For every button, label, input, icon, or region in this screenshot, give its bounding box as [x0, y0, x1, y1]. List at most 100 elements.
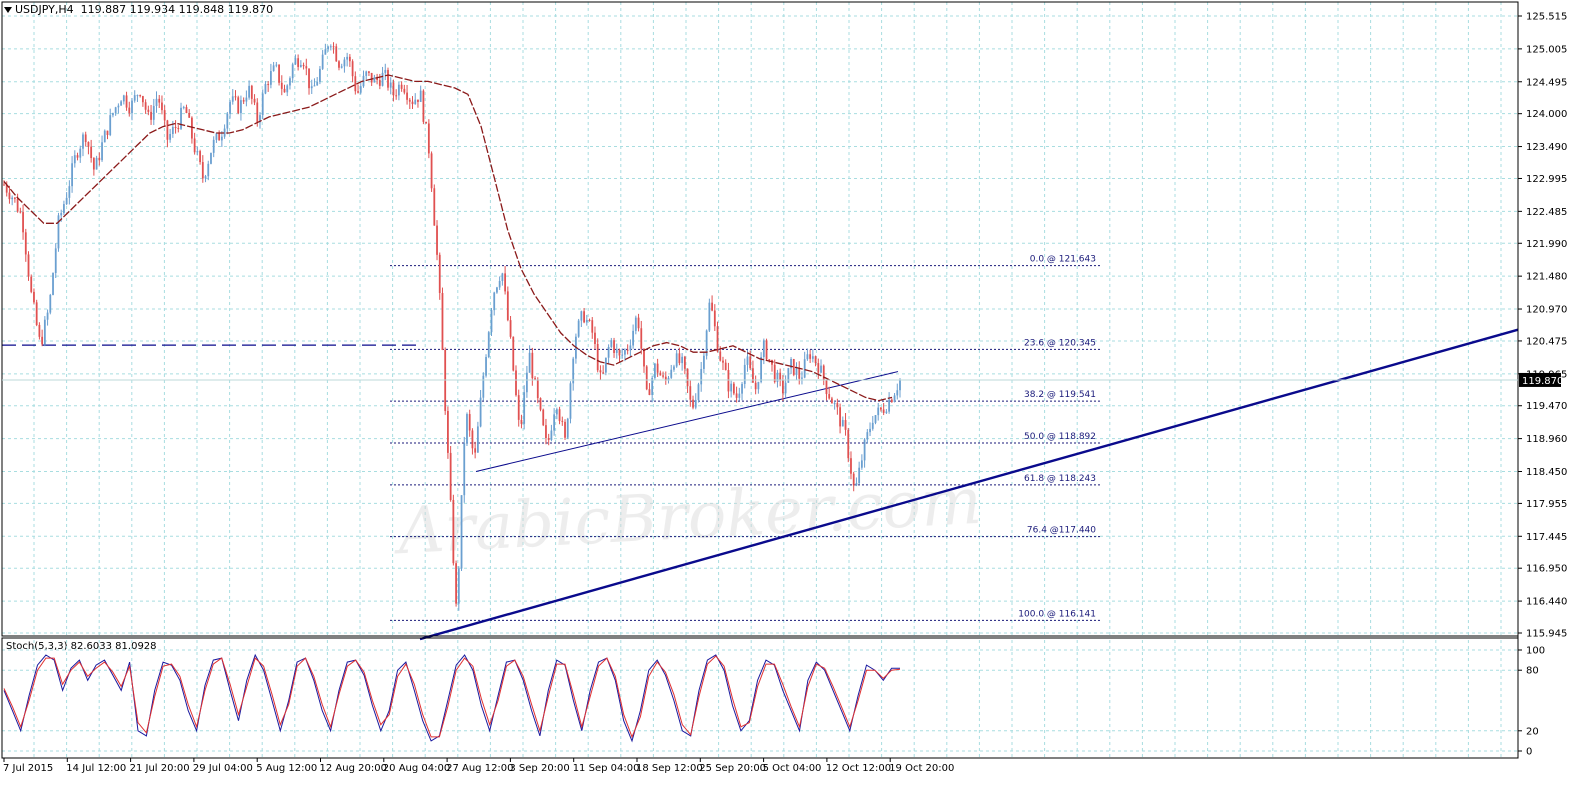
- collapse-triangle-icon[interactable]: [4, 7, 12, 13]
- candle-body: [109, 115, 112, 135]
- stoch-main-line: [3, 653, 900, 743]
- candle-body: [811, 356, 814, 359]
- candle-body: [890, 399, 893, 402]
- candle-body: [3, 184, 5, 186]
- candle-body: [553, 414, 556, 431]
- candle-body: [193, 138, 196, 153]
- fib-label: 23.6 @ 120.345: [1024, 338, 1096, 348]
- candle-body: [112, 113, 114, 116]
- candle-body: [389, 82, 392, 88]
- candle-body: [787, 368, 790, 383]
- candle-body: [583, 311, 585, 323]
- price-tick-label: 117.955: [1526, 499, 1567, 510]
- candle-body: [82, 134, 84, 149]
- candle-body: [754, 382, 757, 390]
- candle-body: [463, 443, 466, 496]
- candle-body: [531, 352, 534, 379]
- candle-body: [87, 142, 90, 147]
- symbol-timeframe: USDJPY,H4: [15, 3, 74, 16]
- candle-body: [732, 383, 735, 394]
- candle-body: [403, 88, 406, 93]
- candle-body: [133, 95, 136, 101]
- candle-body: [634, 317, 637, 331]
- candle-body: [640, 328, 643, 349]
- candle-body: [63, 204, 65, 214]
- candle-body: [196, 151, 199, 153]
- candle-body: [150, 111, 152, 120]
- candle-body: [13, 197, 16, 199]
- fib-label: 0.0 @ 121.643: [1030, 255, 1096, 265]
- candle-body: [515, 370, 517, 396]
- candle-body: [711, 302, 713, 311]
- candle-body: [765, 340, 768, 360]
- time-tick-label: 18 Sep 12:00: [636, 763, 703, 774]
- candle-body: [550, 430, 553, 440]
- candle-body: [117, 105, 120, 108]
- candle-body: [218, 133, 221, 141]
- candle-body: [447, 410, 449, 453]
- candle-body: [599, 370, 602, 373]
- candle-body: [90, 146, 93, 159]
- candle-body: [406, 92, 408, 100]
- candle-body: [433, 188, 436, 226]
- candle-body: [517, 395, 520, 420]
- candle-body: [506, 291, 509, 321]
- candle-body: [457, 568, 460, 604]
- price-tick-label: 121.990: [1526, 239, 1567, 250]
- grid: [2, 2, 1518, 758]
- candle-body: [866, 432, 869, 440]
- candle-body: [316, 81, 319, 86]
- candle-body: [585, 319, 588, 323]
- candle-body: [719, 351, 722, 361]
- thick-trendline: [419, 328, 1519, 641]
- candle-body: [199, 151, 201, 163]
- candle-body: [436, 225, 438, 255]
- candle-body: [700, 368, 703, 385]
- candle-body: [250, 85, 253, 99]
- candle-body: [343, 59, 346, 67]
- candle-body: [392, 82, 395, 96]
- price-tick-label: 122.995: [1526, 174, 1567, 185]
- price-tick-label: 117.445: [1526, 532, 1567, 543]
- time-tick-label: 11 Sep 04:00: [573, 763, 640, 774]
- candle-body: [245, 97, 248, 102]
- candle-body: [348, 56, 351, 62]
- candle-body: [414, 99, 417, 105]
- time-tick-label: 21 Jul 20:00: [130, 763, 190, 774]
- candle-body: [667, 377, 670, 381]
- stoch-tick-label: 0: [1526, 747, 1532, 758]
- candle-body: [33, 291, 35, 303]
- current-price-badge: 119.870: [2, 372, 1563, 387]
- candle-body: [686, 368, 689, 387]
- candle-body: [57, 215, 60, 249]
- candle-body: [722, 360, 724, 363]
- fib-label: 38.2 @ 119.541: [1024, 390, 1096, 400]
- candle-body: [294, 58, 297, 65]
- candle-body: [847, 429, 850, 459]
- candle-body: [351, 61, 354, 77]
- candle-body: [485, 357, 487, 376]
- candle-body: [841, 420, 844, 427]
- candle-body: [92, 158, 95, 170]
- candle-body: [683, 356, 686, 369]
- candle-body: [324, 49, 327, 55]
- candle-body: [839, 407, 841, 427]
- candle-body: [319, 68, 321, 82]
- price-tick-label: 121.480: [1526, 272, 1567, 283]
- trendlines[interactable]: [419, 328, 1519, 641]
- candle-body: [637, 317, 640, 329]
- stochastic-oscillator: [3, 653, 901, 743]
- time-tick-label: 7 Jul 2015: [3, 763, 53, 774]
- candle-body: [438, 254, 441, 294]
- candle-body: [359, 86, 362, 93]
- price-tick-label: 116.950: [1526, 564, 1567, 575]
- candle-body: [395, 95, 398, 97]
- stoch-tick-label: 20: [1526, 726, 1539, 737]
- candle-body: [177, 128, 180, 130]
- time-tick-label: 3 Sep 20:00: [509, 763, 569, 774]
- candle-body: [373, 77, 376, 83]
- candle-body: [561, 420, 564, 422]
- candle-body: [155, 98, 158, 106]
- candle-body: [275, 64, 278, 66]
